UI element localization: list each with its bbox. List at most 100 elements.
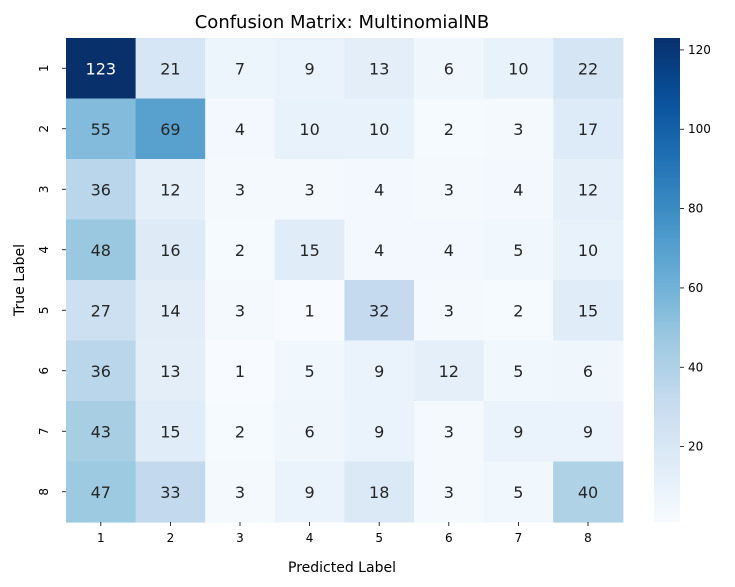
- heatmap-cell: [205, 159, 276, 221]
- cell-value-label: 5: [513, 362, 523, 381]
- heatmap-cell: [483, 219, 554, 281]
- heatmap-cell: [66, 38, 137, 100]
- cell-value-label: 12: [578, 180, 598, 199]
- colorbar-tick-label: 60: [688, 281, 703, 295]
- cell-value-label: 4: [444, 241, 454, 260]
- heatmap-cell: [483, 340, 554, 402]
- cell-value-label: 3: [444, 180, 454, 199]
- heatmap-cell: [205, 98, 276, 160]
- heatmap-cell: [344, 159, 415, 221]
- heatmap-cell: [414, 340, 485, 402]
- cell-value-label: 9: [305, 483, 315, 502]
- chart-title: Confusion Matrix: MultinomialNB: [195, 12, 490, 33]
- cell-value-label: 2: [235, 241, 245, 260]
- heatmap-cell: [483, 401, 554, 463]
- cell-value-label: 48: [91, 241, 111, 260]
- cell-value-label: 10: [578, 241, 598, 260]
- cell-value-label: 3: [235, 301, 245, 320]
- cell-value-label: 9: [374, 362, 384, 381]
- cell-value-label: 43: [91, 422, 111, 441]
- cell-value-label: 13: [369, 59, 389, 78]
- cell-value-label: 40: [578, 483, 598, 502]
- cell-value-label: 6: [444, 59, 454, 78]
- cell-value-label: 3: [305, 180, 315, 199]
- heatmap-cell: [205, 401, 276, 463]
- cell-value-label: 2: [444, 120, 454, 139]
- y-tick-label: 4: [37, 246, 51, 254]
- cell-value-label: 7: [235, 59, 245, 78]
- y-tick-label: 8: [37, 488, 51, 496]
- colorbar: [654, 38, 680, 522]
- heatmap-cell: [274, 461, 345, 523]
- cell-value-label: 9: [374, 422, 384, 441]
- heatmap-cell: [135, 98, 206, 160]
- cell-value-label: 3: [444, 483, 454, 502]
- heatmap-cell: [553, 38, 624, 100]
- cell-value-label: 3: [444, 301, 454, 320]
- heatmap-cell: [344, 219, 415, 281]
- cell-value-label: 4: [374, 241, 384, 260]
- cell-value-label: 6: [583, 362, 593, 381]
- heatmap-cell: [483, 98, 554, 160]
- heatmap-cell: [135, 159, 206, 221]
- cell-value-label: 18: [369, 483, 389, 502]
- cell-value-label: 3: [235, 180, 245, 199]
- heatmap-cell: [414, 401, 485, 463]
- cell-value-label: 1: [305, 301, 315, 320]
- colorbar-tick-label: 120: [688, 43, 711, 57]
- heatmap-cell: [483, 38, 554, 100]
- heatmap-cell: [66, 461, 137, 523]
- heatmap-cell: [344, 401, 415, 463]
- cell-value-label: 22: [578, 59, 598, 78]
- x-tick-label: 2: [167, 531, 175, 545]
- heatmap-cell: [414, 280, 485, 342]
- cell-value-label: 4: [235, 120, 245, 139]
- heatmap-cell: [414, 38, 485, 100]
- cell-value-label: 5: [305, 362, 315, 381]
- cell-value-label: 32: [369, 301, 389, 320]
- cell-value-label: 33: [160, 483, 180, 502]
- heatmap-cell: [205, 219, 276, 281]
- heatmap-cell: [66, 340, 137, 402]
- heatmap-cell: [483, 159, 554, 221]
- y-axis-ticks: 1 2 3 4 5 6 7 8: [37, 64, 66, 496]
- x-axis-label: Predicted Label: [288, 560, 396, 576]
- cell-value-label: 5: [513, 241, 523, 260]
- colorbar-tick-label: 40: [688, 360, 703, 374]
- x-tick-label: 5: [375, 531, 383, 545]
- colorbar-tick-label: 20: [688, 440, 703, 454]
- cell-value-label: 14: [160, 301, 180, 320]
- cell-value-label: 3: [444, 422, 454, 441]
- cell-value-label: 15: [160, 422, 180, 441]
- heatmap-cell: [135, 280, 206, 342]
- heatmap-cell: [66, 159, 137, 221]
- heatmap-cell: [553, 401, 624, 463]
- x-tick-label: 7: [515, 531, 523, 545]
- heatmap-cell: [414, 159, 485, 221]
- heatmap-cell: [553, 280, 624, 342]
- heatmap-cell: [483, 461, 554, 523]
- x-tick-label: 6: [445, 531, 453, 545]
- cell-value-label: 2: [235, 422, 245, 441]
- cell-value-label: 15: [578, 301, 598, 320]
- y-tick-label: 1: [37, 64, 51, 72]
- cell-value-label: 47: [91, 483, 111, 502]
- x-tick-label: 3: [236, 531, 244, 545]
- heatmap-cell: [553, 159, 624, 221]
- heatmap-cell: [66, 401, 137, 463]
- heatmap-cell: [553, 219, 624, 281]
- heatmap-cell: [344, 280, 415, 342]
- heatmap-cell: [274, 340, 345, 402]
- cell-value-label: 123: [86, 59, 117, 78]
- heatmap-cell: [66, 280, 137, 342]
- cell-value-label: 2: [513, 301, 523, 320]
- y-tick-label: 3: [37, 185, 51, 193]
- cell-value-label: 4: [513, 180, 523, 199]
- cell-value-label: 36: [91, 362, 111, 381]
- heatmap-cell: [344, 98, 415, 160]
- y-tick-label: 5: [37, 306, 51, 314]
- heatmap-cell: [135, 401, 206, 463]
- heatmap-cell: [274, 401, 345, 463]
- heatmap-cell: [553, 98, 624, 160]
